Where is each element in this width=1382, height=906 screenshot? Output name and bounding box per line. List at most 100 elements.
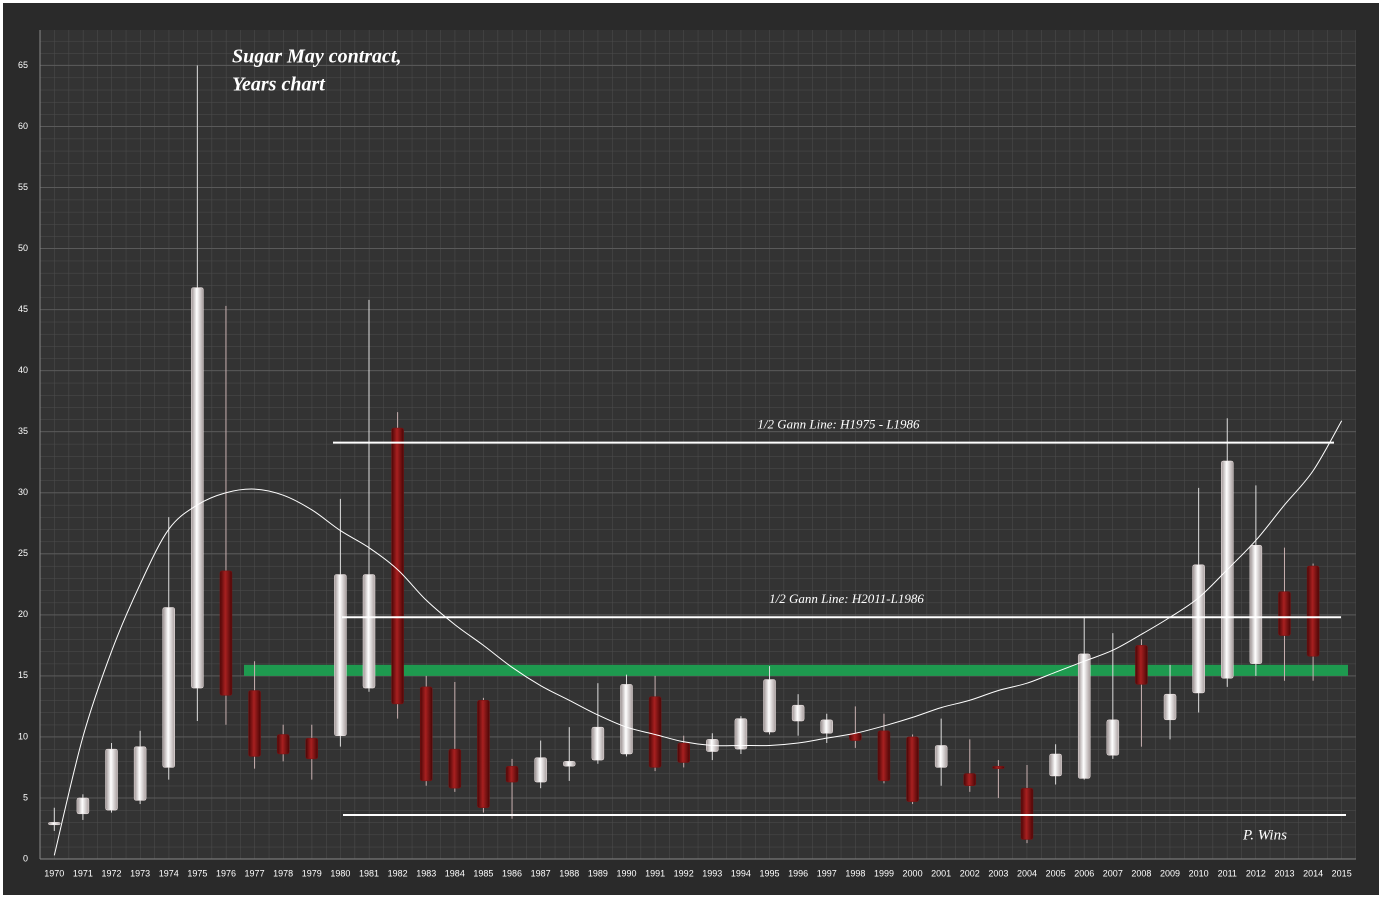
- x-tick-label: 2014: [1303, 868, 1323, 878]
- x-tick-label: 1978: [273, 868, 293, 878]
- candle-body: [1163, 693, 1177, 721]
- x-tick-label: 2006: [1074, 868, 1094, 878]
- plot: 0 5 10 15 20 25 30 35 40 45 50 55 60 65 1970 1971 1972 19…: [18, 30, 1356, 878]
- y-tick-label: 35: [18, 426, 28, 436]
- x-tick-label: 2015: [1332, 868, 1352, 878]
- candle-body: [534, 757, 547, 783]
- candle-body: [248, 690, 261, 757]
- trend-line: [53, 420, 1343, 856]
- candle-body: [1106, 719, 1120, 756]
- candle-body: [820, 719, 833, 734]
- support-band: [244, 664, 1348, 676]
- x-tick-label: 1983: [416, 868, 436, 878]
- x-tick-label: 1976: [216, 868, 236, 878]
- x-tick-label: 1982: [388, 868, 408, 878]
- x-tick-label: 2002: [960, 868, 980, 878]
- y-tick-label: 10: [18, 731, 28, 741]
- y-tick-label: 20: [18, 609, 28, 619]
- x-tick-label: 2012: [1246, 868, 1266, 878]
- x-tick-label: 1975: [187, 868, 207, 878]
- x-tick-label: 2001: [931, 868, 951, 878]
- candle-body: [334, 574, 347, 736]
- candle-body: [1306, 565, 1320, 657]
- candle-body: [648, 696, 662, 768]
- y-tick-label: 50: [18, 243, 28, 253]
- y-tick-label: 60: [18, 121, 28, 131]
- candle-body: [1049, 753, 1062, 777]
- candle-body: [906, 736, 919, 802]
- candle-body: [563, 761, 576, 767]
- candle-body: [1135, 645, 1148, 685]
- x-tick-label: 1980: [330, 868, 350, 878]
- x-tick-label: 1993: [702, 868, 722, 878]
- candle-body: [1278, 591, 1291, 636]
- candle-body: [105, 748, 118, 811]
- x-tick-label: 1994: [731, 868, 751, 878]
- x-tick-label: 1995: [760, 868, 780, 878]
- x-tick-label: 1991: [645, 868, 665, 878]
- candle-body: [191, 287, 204, 689]
- y-tick-label: 25: [18, 548, 28, 558]
- candle-body: [276, 734, 290, 755]
- y-tick-label: 15: [18, 670, 28, 680]
- annotation: P. Wins: [1242, 827, 1287, 843]
- y-tick-label: 65: [18, 60, 28, 70]
- candle-body: [448, 748, 462, 789]
- candle-body: [620, 684, 633, 755]
- candle-body: [362, 574, 376, 689]
- candle-body: [1077, 653, 1091, 779]
- candle-body: [133, 746, 147, 801]
- minor-grid: [40, 30, 1356, 859]
- x-tick-label: 1970: [44, 868, 64, 878]
- candle-body: [419, 686, 433, 782]
- gann-label: 1/2 Gann Line: H2011-L1986: [769, 591, 924, 606]
- x-tick-label: 1981: [359, 868, 379, 878]
- x-tick-label: 2000: [903, 868, 923, 878]
- x-tick-label: 1979: [302, 868, 322, 878]
- x-tick-label: 1986: [502, 868, 522, 878]
- candle-body: [791, 704, 805, 722]
- x-tick-label: 1973: [130, 868, 150, 878]
- x-tick-label: 1999: [874, 868, 894, 878]
- x-tick-label: 2011: [1218, 868, 1237, 878]
- y-tick-label: 45: [18, 304, 28, 314]
- candle-body: [677, 742, 690, 763]
- x-tick-label: 1971: [73, 868, 93, 878]
- candle-body: [76, 797, 90, 815]
- x-tick-label: 2010: [1189, 868, 1209, 878]
- candle-body: [391, 427, 404, 705]
- y-tick-label: 30: [18, 487, 28, 497]
- x-tick-label: 1998: [845, 868, 865, 878]
- candle-body: [877, 730, 891, 782]
- candle-body: [1249, 544, 1263, 664]
- gann-label: 1/2 Gann Line: H1975 - L1986: [757, 417, 920, 432]
- x-tick-label: 1997: [817, 868, 837, 878]
- x-tick-label: 1996: [788, 868, 808, 878]
- x-tick-label: 2009: [1160, 868, 1180, 878]
- x-tick-label: 1989: [588, 868, 608, 878]
- x-tick-label: 2013: [1274, 868, 1294, 878]
- candle-body: [1192, 564, 1205, 694]
- x-tick-label: 1972: [102, 868, 122, 878]
- chart-title: Sugar May contract,: [232, 46, 401, 68]
- candle-body: [734, 718, 748, 750]
- candle-body: [992, 765, 1005, 769]
- candle-body: [305, 737, 319, 760]
- x-tick-label: 1992: [674, 868, 694, 878]
- x-tick-label: 1977: [245, 868, 265, 878]
- x-tick-label: 1974: [159, 868, 179, 878]
- candle-body: [763, 679, 776, 733]
- y-tick-label: 40: [18, 365, 28, 375]
- x-tick-label: 2007: [1103, 868, 1123, 878]
- candle-body: [591, 726, 605, 761]
- candle-body: [934, 745, 948, 768]
- candle-body: [162, 607, 175, 768]
- x-tick-label: 1984: [445, 868, 465, 878]
- candle-body: [1020, 787, 1034, 840]
- x-tick-label: 2004: [1017, 868, 1037, 878]
- candle-body: [48, 822, 61, 826]
- candle-body: [477, 700, 490, 808]
- x-tick-label: 2005: [1046, 868, 1066, 878]
